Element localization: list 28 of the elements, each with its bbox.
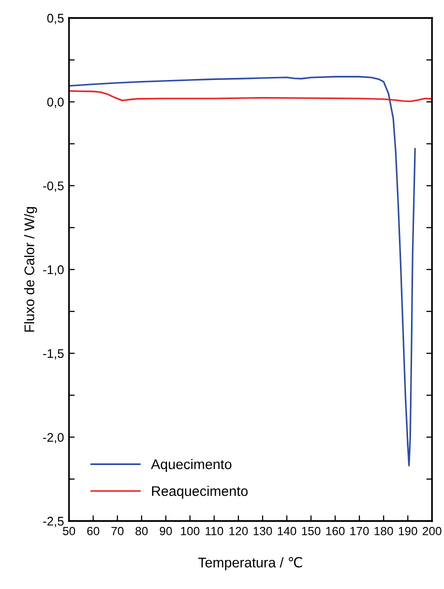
x-tick-label: 110 [206, 526, 224, 536]
y-axis-title: Fluxo de Calor / W/g [24, 207, 38, 332]
y-tick-label: -1,5 [43, 349, 64, 360]
y-tick-label: -0,5 [43, 181, 64, 192]
x-tick-label: 190 [398, 526, 418, 536]
x-tick-label: 130 [254, 526, 272, 536]
x-tick-label: 200 [422, 526, 442, 536]
x-axis-title: Temperatura / ℃ [198, 557, 302, 570]
x-tick-label: 120 [229, 526, 248, 536]
x-tick-label: 140 [278, 526, 296, 536]
x-tick-label: 70 [111, 526, 124, 536]
y-tick-label: -2,5 [43, 516, 64, 528]
x-tick-label: 150 [302, 526, 320, 536]
x-tick-label: 60 [87, 526, 100, 536]
y-tick-label: 0,0 [47, 98, 64, 108]
x-tick-label: 80 [136, 526, 148, 536]
y-tick-label: -2,0 [43, 432, 64, 444]
y-tick-label: 0,5 [47, 14, 64, 24]
line-series [69, 90, 432, 102]
x-tick-label: 100 [181, 526, 200, 536]
x-tick-label: 170 [350, 526, 369, 536]
legend-label: Reaquecimento [152, 486, 248, 499]
y-tick-label: -1,0 [43, 265, 64, 276]
x-tick-label: 160 [326, 526, 345, 536]
legend-label: Aquecimento [150, 458, 232, 472]
x-tick-label: 50 [62, 526, 76, 536]
x-tick-label: 180 [374, 526, 393, 536]
x-tick-label: 90 [160, 526, 172, 536]
